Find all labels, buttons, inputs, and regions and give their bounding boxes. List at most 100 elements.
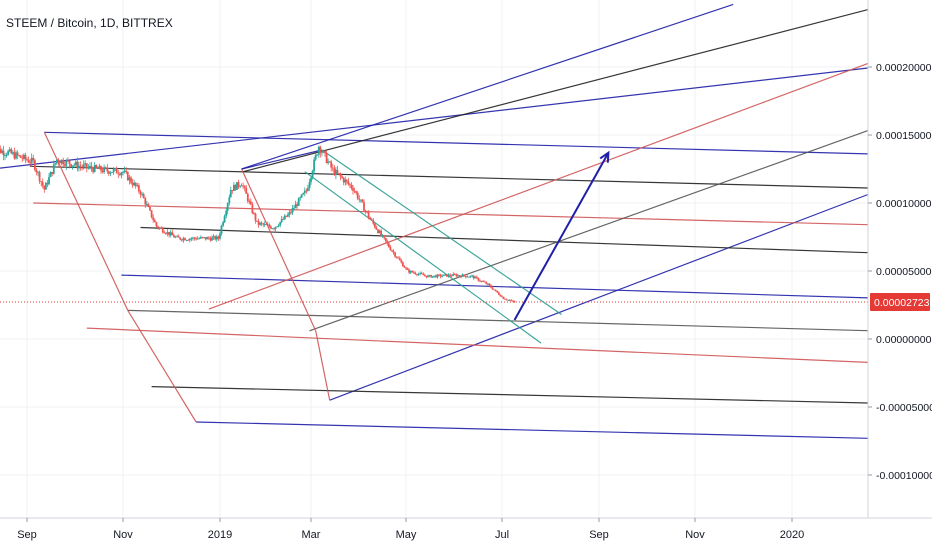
candle-body <box>349 183 351 185</box>
candle-body <box>287 214 289 217</box>
candle-body <box>200 237 202 239</box>
candle-body <box>430 275 433 278</box>
candle-body <box>7 151 9 155</box>
candle-body <box>177 236 180 238</box>
candle-body <box>163 232 166 234</box>
candle-body <box>386 241 389 244</box>
candle-body <box>319 146 322 153</box>
trend-line-gray <box>309 130 869 332</box>
candle-body <box>504 298 506 300</box>
candle-body <box>472 275 475 279</box>
candle-body <box>71 165 74 167</box>
candle-body <box>491 287 494 290</box>
candle-body <box>324 150 326 153</box>
candle-body <box>131 182 134 186</box>
x-tick-label: 2020 <box>780 529 804 541</box>
trend-line-red <box>127 310 197 423</box>
y-tick-label: 0.00015000 <box>876 130 932 142</box>
candle-body <box>171 232 174 236</box>
trend-line-navy <box>44 131 869 155</box>
candle-body <box>321 152 323 154</box>
y-tick-label: 0.00005000 <box>876 266 932 278</box>
candle-body <box>84 163 87 165</box>
trend-drawings[interactable] <box>0 3 869 439</box>
candle-body <box>378 230 381 233</box>
candle-body <box>380 230 382 236</box>
candle-body <box>352 188 354 191</box>
candle-body <box>165 233 167 234</box>
candle-body <box>496 290 499 293</box>
candle-body <box>441 275 444 277</box>
candle-body <box>65 160 68 166</box>
candle-body <box>228 197 231 204</box>
candle-body <box>375 227 378 230</box>
candle-body <box>138 185 140 192</box>
candle-body <box>447 274 450 277</box>
candle-body <box>455 274 458 277</box>
candle-body <box>458 275 461 276</box>
candle-body <box>342 178 345 183</box>
candle-body <box>16 152 19 156</box>
candle-body <box>469 275 472 277</box>
candle-body <box>383 235 386 238</box>
candle-body <box>438 274 440 276</box>
candle-body <box>119 174 121 176</box>
candle-body <box>15 152 17 159</box>
candle-body <box>23 154 25 159</box>
candle-body <box>336 169 339 174</box>
candle-body <box>276 226 278 228</box>
candle-body <box>268 224 271 227</box>
candle-body <box>327 161 329 163</box>
candle-body <box>93 165 96 172</box>
candle-body <box>435 275 437 278</box>
candle-body <box>142 193 145 199</box>
candle-body <box>512 300 514 302</box>
projection-arrow[interactable] <box>513 150 610 321</box>
candle-body <box>233 184 235 191</box>
candle-body <box>366 211 368 213</box>
candle-body <box>239 186 241 187</box>
candle-body <box>214 236 217 240</box>
candle-body <box>57 159 60 163</box>
y-axis-panel <box>868 0 932 550</box>
candle-body <box>242 185 244 187</box>
candle-body <box>394 252 396 257</box>
candle-body <box>331 167 334 169</box>
candle-body <box>249 201 252 205</box>
candle-body <box>477 277 480 281</box>
candle-body <box>474 276 477 279</box>
candle-body <box>101 170 104 173</box>
candle-body <box>48 177 50 185</box>
candle-body <box>513 301 516 303</box>
candle-body <box>130 177 132 183</box>
candle-body <box>457 275 459 277</box>
candle-body <box>499 294 502 297</box>
candle-body <box>370 219 373 221</box>
candle-body <box>384 237 387 242</box>
candle-body <box>24 154 27 160</box>
trend-line-red <box>86 327 869 363</box>
y-tick-label: -0.00010000 <box>876 470 932 482</box>
candle-body <box>502 296 505 299</box>
x-tick-label: Mar <box>302 529 321 541</box>
candle-body <box>161 228 164 233</box>
candle-body <box>34 160 36 170</box>
candle-body <box>109 172 112 174</box>
candle-body <box>310 177 312 183</box>
candle-body <box>381 235 384 236</box>
candle-body <box>402 262 404 267</box>
candle-body <box>479 280 481 282</box>
candle-body <box>475 276 478 278</box>
candle-body <box>439 274 442 277</box>
candle-body <box>259 222 261 225</box>
candle-body <box>397 257 400 259</box>
candle-body <box>466 276 469 278</box>
trend-line-black <box>30 165 869 189</box>
candle-body <box>208 237 210 239</box>
candle-body <box>128 177 131 181</box>
candle-body <box>52 164 55 174</box>
candle-body <box>507 299 510 301</box>
candle-body <box>30 157 33 163</box>
